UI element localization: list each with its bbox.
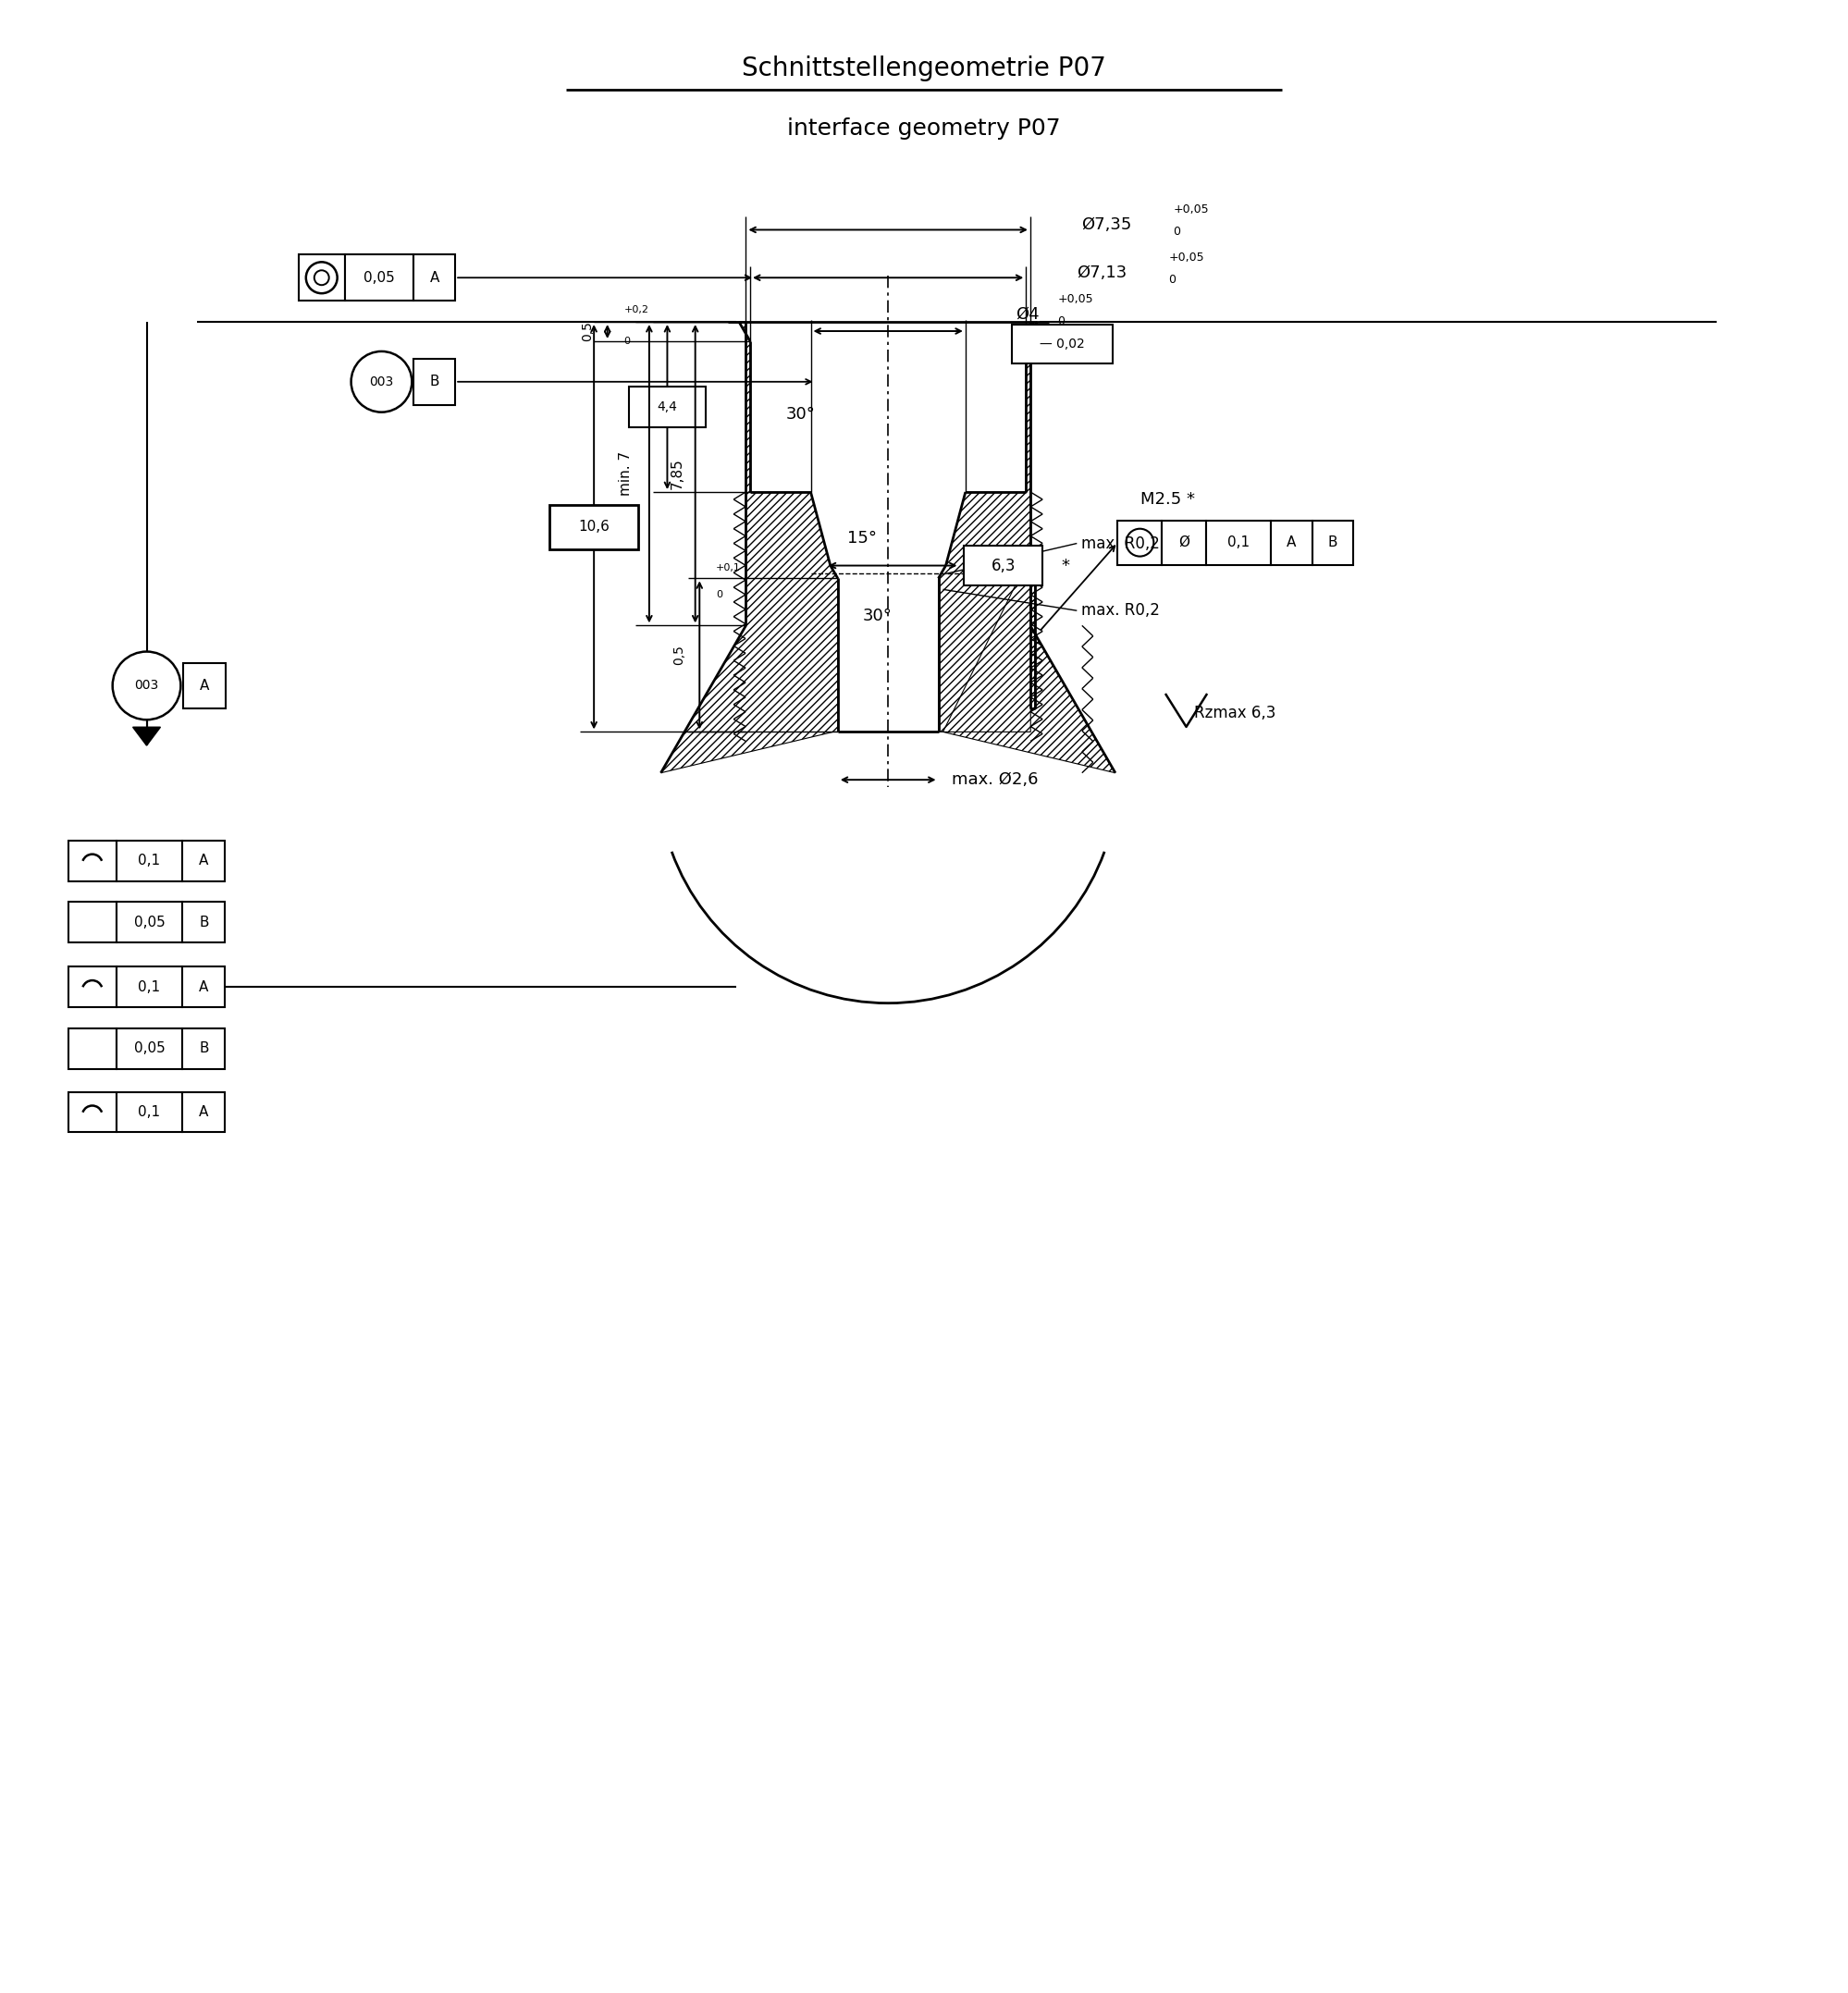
Bar bbox=[183, 903, 225, 943]
Text: +0,05: +0,05 bbox=[1168, 251, 1205, 263]
Text: max. R0,2: max. R0,2 bbox=[1081, 534, 1161, 552]
Bar bbox=[116, 967, 183, 1006]
Text: A: A bbox=[200, 853, 209, 867]
Text: 10,6: 10,6 bbox=[578, 520, 610, 534]
Text: B: B bbox=[429, 375, 440, 389]
Bar bbox=[116, 1028, 183, 1068]
Text: 0,05: 0,05 bbox=[133, 1042, 164, 1056]
Bar bbox=[414, 255, 455, 301]
Text: 003: 003 bbox=[135, 680, 159, 692]
Text: 0,05: 0,05 bbox=[133, 915, 164, 929]
Text: Ø: Ø bbox=[1179, 536, 1190, 550]
Polygon shape bbox=[133, 727, 161, 745]
Text: 0: 0 bbox=[715, 590, 723, 600]
Text: 0,05: 0,05 bbox=[364, 271, 395, 285]
Bar bbox=[965, 546, 1042, 586]
Text: B: B bbox=[1329, 536, 1338, 550]
Text: max. Ø2,6: max. Ø2,6 bbox=[952, 771, 1039, 787]
Text: 003: 003 bbox=[370, 375, 394, 389]
Bar bbox=[1271, 520, 1312, 564]
Text: B: B bbox=[200, 915, 209, 929]
Text: A: A bbox=[1286, 536, 1295, 550]
Text: 4,4: 4,4 bbox=[658, 401, 678, 413]
Text: interface geometry P07: interface geometry P07 bbox=[787, 118, 1061, 140]
Bar bbox=[116, 903, 183, 943]
Text: max. R0,2: max. R0,2 bbox=[1081, 602, 1161, 620]
Text: 7,85: 7,85 bbox=[669, 458, 684, 490]
Text: 6,3: 6,3 bbox=[991, 558, 1016, 574]
Text: +0,05: +0,05 bbox=[1057, 293, 1094, 305]
Text: M2.5 *: M2.5 * bbox=[1140, 490, 1196, 508]
Text: A: A bbox=[200, 1106, 209, 1118]
Text: A: A bbox=[429, 271, 440, 285]
Bar bbox=[1207, 520, 1271, 564]
Bar bbox=[414, 359, 455, 405]
Text: +0,05: +0,05 bbox=[1173, 203, 1209, 215]
Text: 0,1: 0,1 bbox=[139, 981, 161, 995]
Text: 0,1: 0,1 bbox=[1227, 536, 1249, 550]
Text: Ø7,35: Ø7,35 bbox=[1081, 217, 1131, 233]
Text: 0: 0 bbox=[625, 337, 630, 347]
Text: *: * bbox=[1061, 558, 1070, 574]
Text: 0,5: 0,5 bbox=[673, 646, 686, 666]
Text: min. 7: min. 7 bbox=[619, 452, 634, 496]
Text: Ø7,13: Ø7,13 bbox=[1077, 265, 1127, 281]
Bar bbox=[116, 841, 183, 881]
Text: Schnittstellengeometrie P07: Schnittstellengeometrie P07 bbox=[741, 56, 1107, 82]
Bar bbox=[183, 662, 225, 710]
Bar bbox=[183, 841, 225, 881]
Bar bbox=[68, 1028, 116, 1068]
Text: B: B bbox=[200, 1042, 209, 1056]
Bar bbox=[68, 903, 116, 943]
Bar bbox=[116, 1092, 183, 1132]
Text: +0,1: +0,1 bbox=[715, 564, 741, 572]
Circle shape bbox=[351, 351, 412, 413]
Bar bbox=[549, 504, 638, 548]
Text: 30°: 30° bbox=[785, 407, 815, 423]
Text: Ø4: Ø4 bbox=[1016, 307, 1040, 323]
Bar bbox=[68, 967, 116, 1006]
Text: A: A bbox=[200, 680, 209, 694]
Bar bbox=[1312, 520, 1353, 564]
Text: 0: 0 bbox=[1057, 315, 1064, 327]
Bar bbox=[183, 1028, 225, 1068]
Circle shape bbox=[113, 652, 181, 719]
Text: 30°: 30° bbox=[863, 608, 893, 624]
Bar bbox=[183, 967, 225, 1006]
Bar bbox=[299, 255, 344, 301]
Text: 0,1: 0,1 bbox=[139, 1106, 161, 1118]
Text: 0,1: 0,1 bbox=[139, 853, 161, 867]
Text: 0: 0 bbox=[1173, 225, 1181, 237]
Text: — 0,02: — 0,02 bbox=[1040, 337, 1085, 351]
Bar bbox=[628, 387, 706, 427]
Bar bbox=[68, 841, 116, 881]
Bar bbox=[344, 255, 414, 301]
Text: +0,2: +0,2 bbox=[625, 305, 649, 315]
Bar bbox=[1011, 325, 1112, 363]
Bar bbox=[1162, 520, 1207, 564]
Bar bbox=[68, 1092, 116, 1132]
Text: 15°: 15° bbox=[848, 530, 878, 546]
Text: A: A bbox=[200, 981, 209, 995]
Text: 0,5: 0,5 bbox=[580, 321, 593, 341]
Text: 0: 0 bbox=[1168, 273, 1175, 285]
Bar bbox=[183, 1092, 225, 1132]
Text: Rzmax 6,3: Rzmax 6,3 bbox=[1194, 706, 1275, 721]
Bar bbox=[1118, 520, 1162, 564]
